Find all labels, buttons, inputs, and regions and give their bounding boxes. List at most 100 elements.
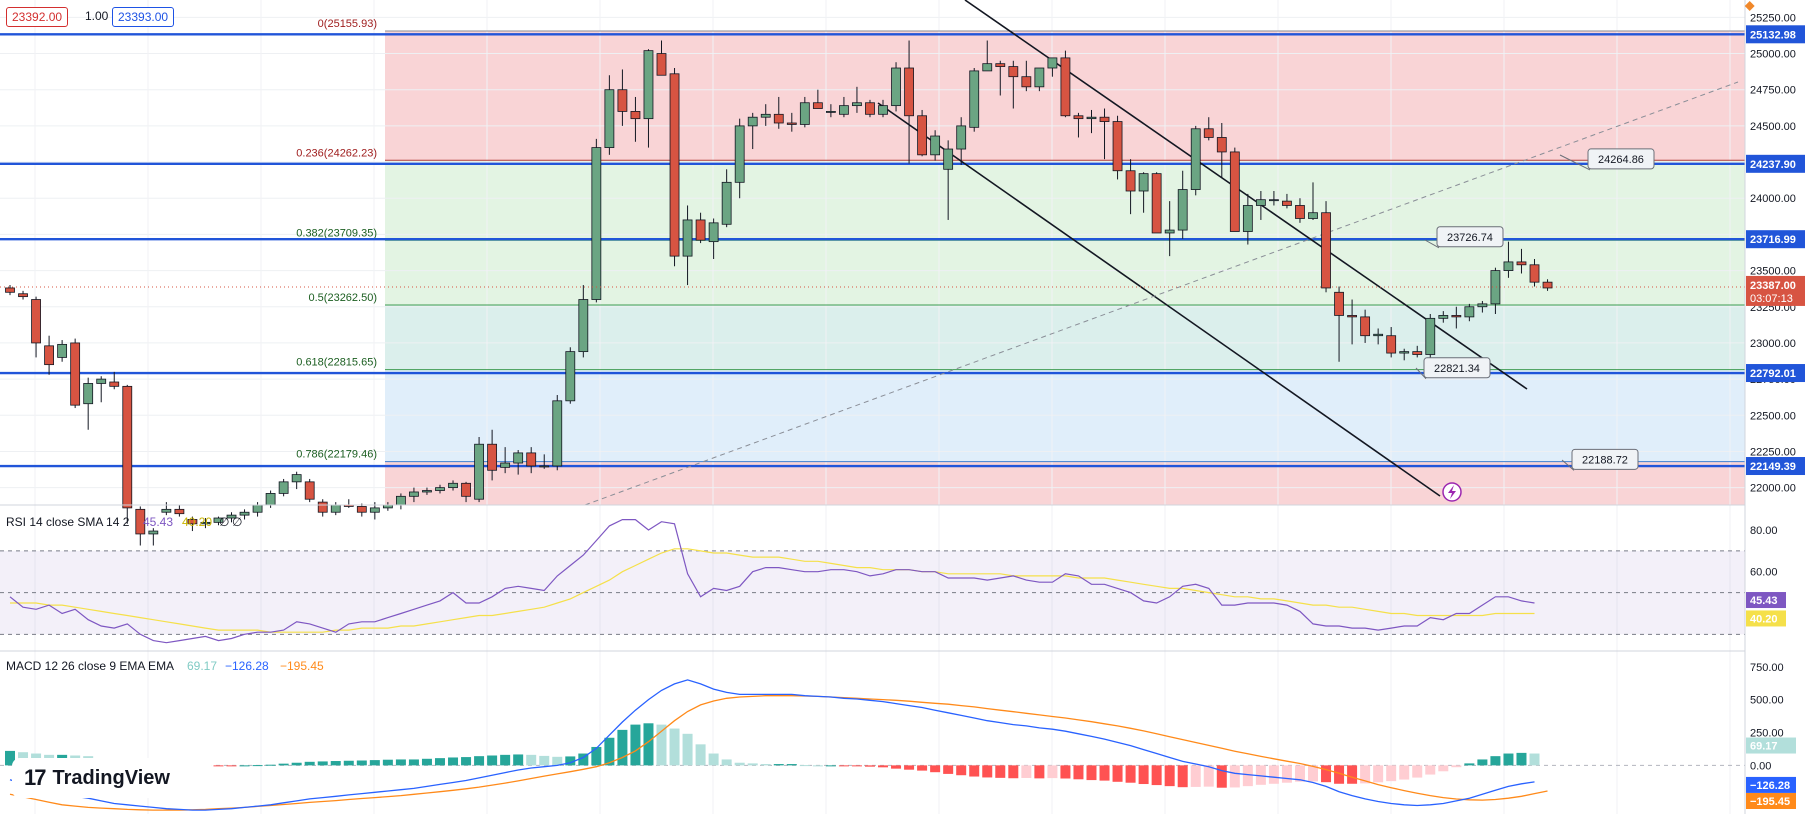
candle[interactable] (487, 429, 498, 481)
candle[interactable] (70, 338, 81, 409)
candlesticks[interactable] (5, 40, 1553, 546)
candle[interactable] (330, 502, 341, 516)
candle[interactable] (1021, 60, 1032, 92)
candle[interactable] (1529, 259, 1540, 287)
candle[interactable] (213, 516, 224, 526)
candle[interactable] (825, 104, 836, 118)
candle[interactable] (1269, 191, 1279, 206)
candle[interactable] (695, 212, 706, 244)
candle[interactable] (656, 40, 667, 76)
candle[interactable] (278, 478, 289, 497)
candle[interactable] (969, 68, 980, 132)
candle[interactable] (44, 335, 54, 375)
candle[interactable] (448, 480, 458, 491)
candle[interactable] (83, 377, 94, 430)
candle[interactable] (1464, 303, 1475, 322)
rsi-legend[interactable]: RSI 14 close SMA 14 2 45.43 40.20 ∅ ∅ (6, 515, 242, 529)
candle[interactable] (956, 117, 967, 165)
candle[interactable] (773, 96, 784, 129)
candle[interactable] (148, 528, 159, 546)
candle[interactable] (1216, 122, 1227, 178)
candle[interactable] (135, 506, 146, 546)
candle[interactable] (5, 285, 15, 296)
candle[interactable] (982, 40, 993, 72)
candle[interactable] (1255, 191, 1266, 220)
candle[interactable] (904, 40, 914, 164)
candle[interactable] (343, 499, 354, 508)
candle[interactable] (760, 104, 771, 126)
candle[interactable] (1321, 201, 1331, 293)
candle[interactable] (1099, 108, 1110, 160)
candle[interactable] (304, 478, 315, 503)
candle[interactable] (1086, 109, 1097, 134)
candle[interactable] (1151, 172, 1162, 234)
candle[interactable] (1138, 172, 1149, 213)
candle[interactable] (1360, 309, 1371, 343)
candle[interactable] (1477, 300, 1488, 313)
candle[interactable] (1308, 182, 1318, 220)
candle[interactable] (1125, 159, 1136, 215)
candle[interactable] (1503, 241, 1514, 278)
candle[interactable] (109, 371, 120, 390)
candle[interactable] (409, 487, 419, 503)
price-pane[interactable]: 0(25155.93) 0.236(24262.23) 0.382(23709.35… (0, 0, 1745, 814)
ask-price[interactable]: 23393.00 (112, 7, 175, 27)
candle[interactable] (1034, 67, 1045, 92)
candle[interactable] (161, 502, 172, 516)
price-axis[interactable]: 22000.0022250.0022500.0022750.0023000.00… (1744, 0, 1805, 814)
candle[interactable] (565, 347, 576, 404)
lightning-icon[interactable] (1442, 482, 1462, 502)
candle[interactable] (865, 99, 875, 118)
candle[interactable] (356, 503, 367, 517)
candle[interactable] (747, 112, 758, 150)
price-callout[interactable]: 22821.34 (1415, 357, 1491, 380)
candle[interactable] (878, 99, 888, 118)
candle[interactable] (187, 516, 198, 532)
candle[interactable] (930, 130, 941, 161)
candle[interactable] (1386, 327, 1397, 358)
candle[interactable] (1203, 117, 1214, 141)
candle[interactable] (1060, 50, 1071, 118)
candle[interactable] (1334, 286, 1344, 362)
candle[interactable] (422, 487, 432, 495)
candle[interactable] (539, 454, 550, 469)
candle[interactable] (1347, 299, 1357, 345)
candle[interactable] (1073, 112, 1084, 138)
candle[interactable] (239, 509, 250, 520)
candle[interactable] (799, 96, 810, 128)
price-callout[interactable]: 23726.74 (1424, 226, 1504, 249)
candle[interactable] (1373, 328, 1384, 345)
candle[interactable] (435, 484, 445, 494)
candle[interactable] (526, 447, 537, 474)
price-callouts[interactable]: 24264.86 23726.74 22821.34 22188.72 (1415, 148, 1655, 471)
candle[interactable] (1112, 115, 1123, 180)
macd-pane[interactable]: MACD 12 26 close 9 EMA EMA 69.17 −126.28… (0, 659, 1745, 811)
candle[interactable] (1295, 198, 1305, 223)
candle[interactable] (226, 512, 237, 523)
price-callout[interactable]: 22188.72 (1561, 448, 1639, 471)
candle[interactable] (643, 49, 654, 148)
candle[interactable] (57, 340, 68, 362)
candle[interactable] (617, 69, 628, 126)
candle[interactable] (812, 89, 823, 109)
candle[interactable] (122, 384, 133, 524)
tradingview-logo[interactable]: 17 TradingView (12, 758, 212, 798)
candle[interactable] (1008, 60, 1019, 109)
candle[interactable] (1451, 306, 1462, 329)
candle[interactable] (591, 138, 602, 303)
candle[interactable] (721, 169, 732, 228)
candle[interactable] (995, 60, 1006, 96)
candle[interactable] (943, 140, 954, 220)
candle[interactable] (917, 109, 927, 157)
candle[interactable] (317, 499, 328, 517)
candle[interactable] (200, 518, 211, 529)
candle[interactable] (174, 505, 185, 517)
candle[interactable] (474, 436, 484, 503)
candle[interactable] (630, 96, 641, 142)
candle[interactable] (1399, 348, 1410, 361)
candle[interactable] (1229, 147, 1240, 232)
candle[interactable] (1282, 193, 1292, 209)
candle[interactable] (552, 395, 563, 471)
rsi-pane[interactable]: RSI 14 close SMA 14 2 45.43 40.20 ∅ ∅ (0, 515, 1745, 644)
